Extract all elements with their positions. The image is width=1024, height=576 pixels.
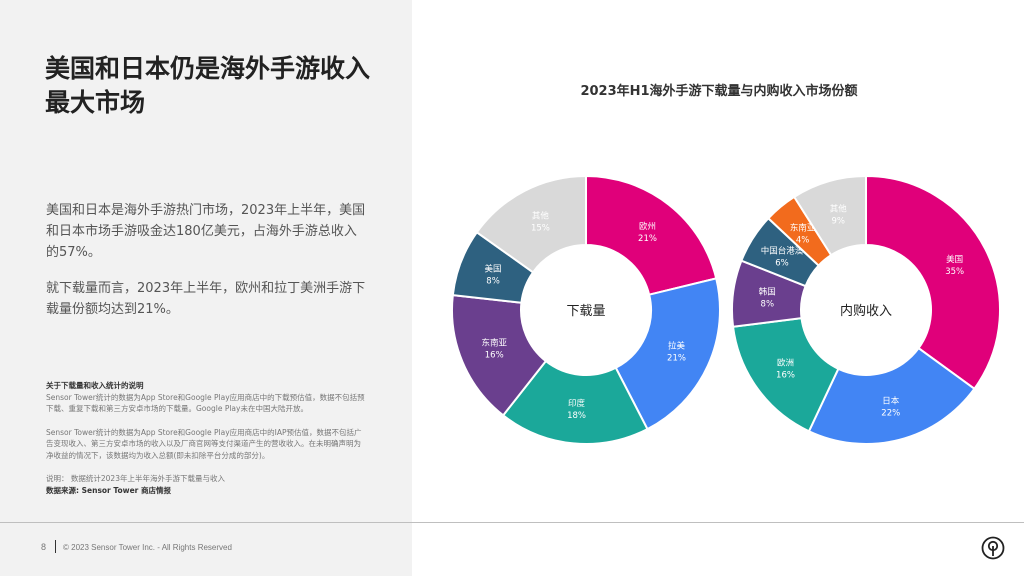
slice-label: 其他 xyxy=(532,211,550,222)
slice-value-label: 8% xyxy=(486,276,500,286)
slice-label: 欧州 xyxy=(639,221,656,232)
summary-paragraph-downloads: 就下载量而言，2023年上半年，欧州和拉丁美洲手游下载量份额均达到21%。 xyxy=(46,281,366,317)
donut-slice-0-3 xyxy=(451,294,548,417)
donut-center-label: 下载量 xyxy=(566,304,605,319)
slice-label: 美国 xyxy=(946,254,963,265)
slice-label: 欧洲 xyxy=(777,357,794,368)
donut-center-label: 内购收入 xyxy=(840,303,892,319)
slice-label: 中国台港澳 xyxy=(761,246,804,257)
page-number: 8 xyxy=(41,542,47,552)
slice-value-label: 18% xyxy=(567,411,586,421)
slice-value-label: 15% xyxy=(531,224,550,234)
donut-slice-1-1 xyxy=(807,346,976,445)
slice-label: 拉美 xyxy=(668,340,686,351)
slice-value-label: 16% xyxy=(776,370,795,380)
slice-label: 印度 xyxy=(568,398,586,409)
donut-slice-0-0 xyxy=(585,174,718,296)
methodology-notes: 关于下载量和收入统计的说明 Sensor Tower统计的数据为App Stor… xyxy=(46,380,366,496)
slice-label: 其他 xyxy=(830,203,848,214)
slice-value-label: 22% xyxy=(881,408,900,418)
footer-divider xyxy=(0,522,1024,523)
explanation-note: 说明： 数据统计2023年上半年海外手游下载量与收入 xyxy=(46,474,225,483)
sensor-tower-logo-icon[interactable] xyxy=(981,536,1005,560)
download-note: Sensor Tower统计的数据为App Store和Google Play应… xyxy=(46,392,365,414)
donut-slice-0-1 xyxy=(614,277,721,431)
slice-label: 美国 xyxy=(485,263,502,274)
donut-slice-0-5 xyxy=(475,174,587,274)
slice-value-label: 9% xyxy=(831,216,845,226)
slice-value-label: 21% xyxy=(667,353,686,363)
notes-heading: 关于下载量和收入统计的说明 xyxy=(46,381,144,390)
slice-value-label: 35% xyxy=(945,267,964,277)
data-source: 数据来源: Sensor Tower 商店情报 xyxy=(46,485,171,495)
slice-value-label: 4% xyxy=(796,235,810,245)
revenue-note: Sensor Tower统计的数据为App Store和Google Play应… xyxy=(46,427,362,460)
slice-label: 东南亚 xyxy=(790,222,816,233)
chart-title: 2023年H1海外手游下载量与内购收入市场份额 xyxy=(580,84,858,99)
donut-slice-1-0 xyxy=(865,174,1001,391)
slice-value-label: 16% xyxy=(485,350,504,360)
donut-charts: 欧州 21% 拉美 21% 印度 18% 东南亚 16% 美国 8% 其他 15% 下载量 美国 35% 日… xyxy=(451,174,1001,445)
page-title: 美国和日本仍是海外手游收入最大市场 xyxy=(45,54,371,117)
summary-paragraph-revenue: 美国和日本是海外手游热门市场，2023年上半年，美国和日本市场手游吸金达180亿… xyxy=(46,203,366,260)
slice-value-label: 6% xyxy=(775,259,789,269)
copyright-text: © 2023 Sensor Tower Inc. - All Rights Re… xyxy=(63,543,232,552)
footer-separator xyxy=(55,540,56,553)
slice-label: 韩国 xyxy=(759,287,776,298)
slice-value-label: 21% xyxy=(638,234,657,244)
donut-slice-1-6 xyxy=(792,174,867,257)
slice-label: 日本 xyxy=(882,395,900,406)
slice-value-label: 8% xyxy=(761,300,775,310)
revenue-donut-chart: 美国 35% 日本 22% 欧洲 16% 韩国 8% 中国台港澳 6% 东南亚 4% 其他 9% 内购收入 xyxy=(731,174,1001,445)
slice-label: 东南亚 xyxy=(481,337,507,348)
downloads-donut-chart: 欧州 21% 拉美 21% 印度 18% 东南亚 16% 美国 8% 其他 15% 下载量 xyxy=(451,174,721,445)
left-panel xyxy=(0,0,412,576)
